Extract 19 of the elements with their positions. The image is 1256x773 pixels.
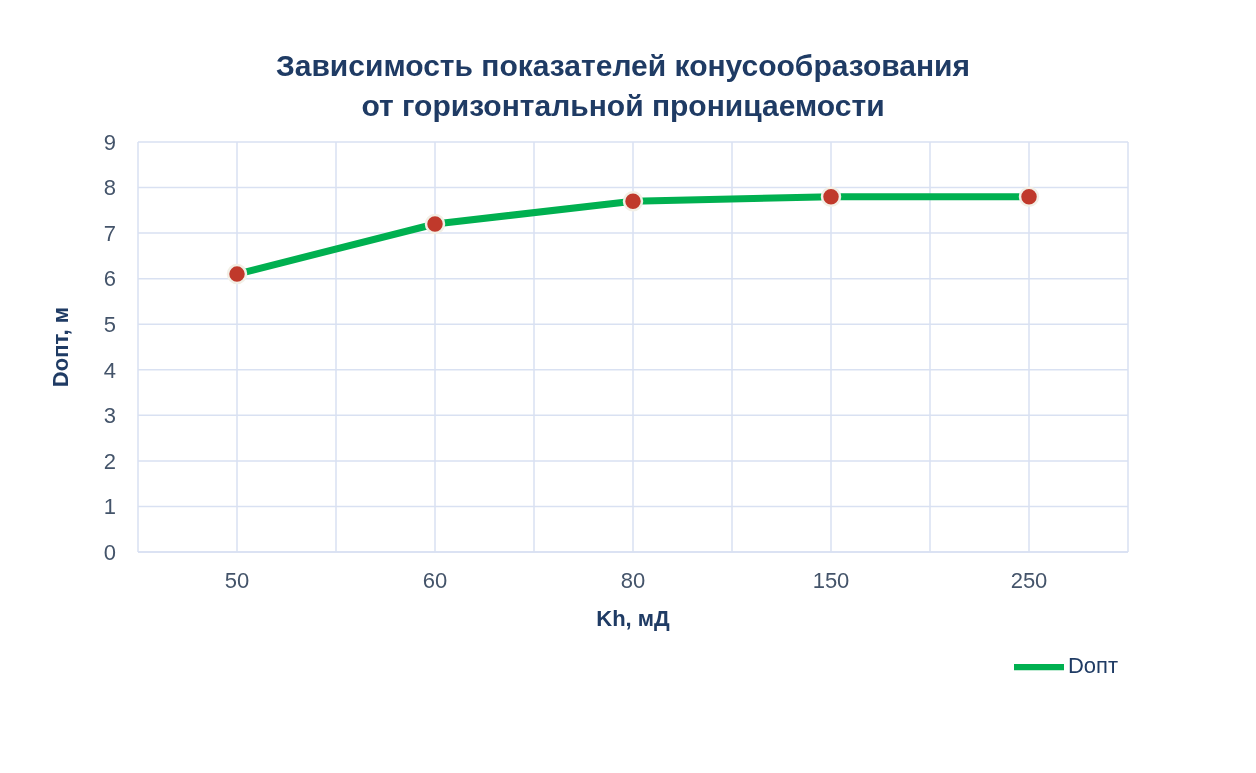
y-tick-label: 9 <box>103 129 116 155</box>
y-tick-label: 7 <box>103 220 116 246</box>
y-tick-label: 6 <box>103 266 116 292</box>
y-tick-label: 1 <box>103 494 116 520</box>
y-tick-label: 3 <box>103 403 116 429</box>
x-tick-label: 60 <box>422 567 448 593</box>
y-tick-label: 4 <box>103 357 116 383</box>
y-axis-title: Dопт, м <box>47 306 73 388</box>
chart-title: Зависимость показателей конусообразования от горизонтальной проницаемости <box>275 49 971 122</box>
legend-label: Dопт <box>1067 652 1118 678</box>
y-tick-label: 0 <box>103 539 116 565</box>
y-tick-label: 2 <box>103 448 116 474</box>
x-tick-label: 250 <box>1010 567 1048 593</box>
x-tick-label: 80 <box>620 567 646 593</box>
x-axis-title: Kh, мД <box>596 606 671 631</box>
x-tick-label: 150 <box>812 567 850 593</box>
y-tick-label: 8 <box>103 175 116 201</box>
y-tick-label: 5 <box>103 312 116 338</box>
x-tick-label: 50 <box>224 567 250 593</box>
